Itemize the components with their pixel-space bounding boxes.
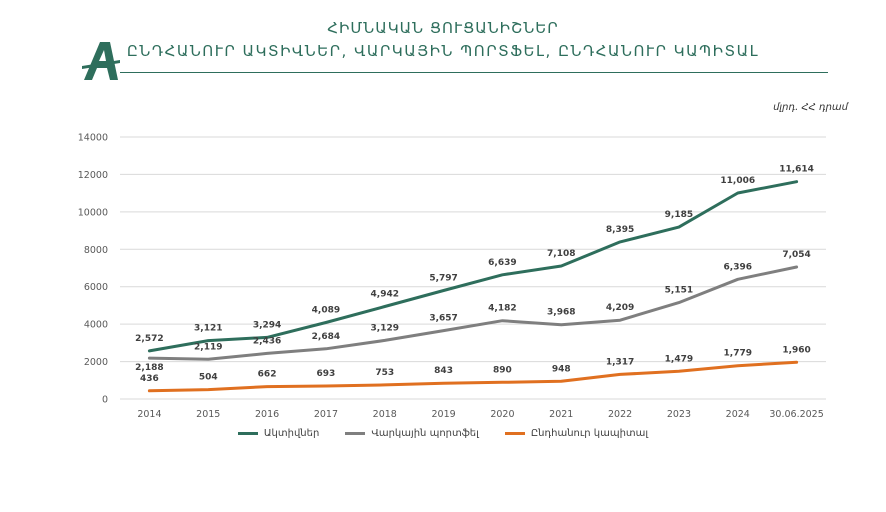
data-label: 4,209 xyxy=(606,303,634,313)
y-tick-label: 4000 xyxy=(84,320,108,331)
data-label: 4,182 xyxy=(488,304,516,314)
data-label: 1,960 xyxy=(782,345,810,355)
data-label: 436 xyxy=(140,374,159,384)
data-label: 2,188 xyxy=(135,363,163,373)
unit-label: մլրդ. ՀՀ դրամ xyxy=(773,102,848,113)
legend-item: Վարկային պորտֆել xyxy=(345,428,479,439)
data-label: 693 xyxy=(317,369,336,379)
data-label: 5,151 xyxy=(665,286,693,296)
x-tick-label: 2017 xyxy=(314,409,338,420)
data-label: 8,395 xyxy=(606,225,634,235)
legend-label: Ակտիվներ xyxy=(263,428,320,439)
legend-swatch xyxy=(504,432,525,435)
y-tick-label: 14000 xyxy=(78,133,108,144)
page-title: ՀԻՄՆԱԿԱՆ ՑՈՒՑԱՆԻՇՆԵՐ xyxy=(327,19,559,37)
data-label: 1,479 xyxy=(665,354,693,364)
y-tick-label: 8000 xyxy=(84,245,108,256)
x-tick-label: 30.06.2025 xyxy=(769,409,823,420)
page-subtitle: ԸՆԴՀԱՆՈՒՐ ԱԿՏԻՎՆԵՐ, ՎԱՐԿԱՅԻՆ ՊՈՐՏՖԵԼ, ԸՆ… xyxy=(126,42,760,60)
x-tick-label: 2022 xyxy=(608,409,632,420)
y-tick-label: 0 xyxy=(102,395,108,406)
data-label: 6,639 xyxy=(488,258,516,268)
data-label: 948 xyxy=(552,364,571,374)
x-tick-label: 2020 xyxy=(490,409,514,420)
legend-item: Ակտիվներ xyxy=(237,428,320,439)
series-line-0 xyxy=(147,180,799,353)
data-label: 1,779 xyxy=(724,349,752,359)
y-tick-label: 12000 xyxy=(78,170,108,181)
legend-label: Ընդհանուր կապիտալ xyxy=(530,428,649,439)
data-label: 9,185 xyxy=(665,210,693,220)
legend-swatch xyxy=(237,432,258,435)
data-label: 4,942 xyxy=(371,290,399,300)
x-tick-label: 2016 xyxy=(255,409,279,420)
legend-label: Վարկային պորտֆել xyxy=(371,428,479,439)
y-tick-label: 2000 xyxy=(84,357,108,368)
data-label: 3,121 xyxy=(194,324,222,334)
x-tick-label: 2024 xyxy=(726,409,750,420)
x-tick-label: 2019 xyxy=(431,409,455,420)
data-label: 2,572 xyxy=(135,334,163,344)
data-label: 3,657 xyxy=(429,314,457,324)
chart-legend: Ակտիվներ Վարկային պորտֆել Ընդհանուր կապիտա… xyxy=(0,428,886,439)
header-rule xyxy=(120,72,828,73)
legend-item: Ընդհանուր կապիտալ xyxy=(504,428,649,439)
legend-swatch xyxy=(345,432,366,435)
data-label: 504 xyxy=(199,373,218,383)
data-label: 753 xyxy=(375,368,394,378)
data-label: 3,129 xyxy=(371,323,399,333)
data-label: 6,396 xyxy=(724,262,752,272)
data-label: 2,684 xyxy=(312,332,340,342)
x-tick-label: 2021 xyxy=(549,409,573,420)
data-label: 843 xyxy=(434,366,453,376)
data-label: 5,797 xyxy=(429,274,457,284)
data-label: 11,614 xyxy=(779,165,814,175)
data-label: 662 xyxy=(258,370,277,380)
x-tick-label: 2018 xyxy=(373,409,397,420)
data-label: 2,119 xyxy=(194,342,222,352)
data-label: 4,089 xyxy=(312,305,340,315)
x-tick-label: 2023 xyxy=(667,409,691,420)
data-label: 3,294 xyxy=(253,320,281,330)
y-tick-label: 6000 xyxy=(84,282,108,293)
data-label: 890 xyxy=(493,365,512,375)
data-label: 3,968 xyxy=(547,308,575,318)
data-label: 2,436 xyxy=(253,336,281,346)
x-tick-label: 2014 xyxy=(137,409,161,420)
y-tick-label: 10000 xyxy=(78,207,108,218)
series-line-1 xyxy=(147,265,799,361)
brand-logo xyxy=(82,42,120,80)
series-line-2 xyxy=(147,360,799,393)
x-tick-label: 2015 xyxy=(196,409,220,420)
data-label: 11,006 xyxy=(720,176,755,186)
data-label: 7,108 xyxy=(547,249,575,259)
data-label: 1,317 xyxy=(606,357,634,367)
data-label: 7,054 xyxy=(782,250,810,260)
